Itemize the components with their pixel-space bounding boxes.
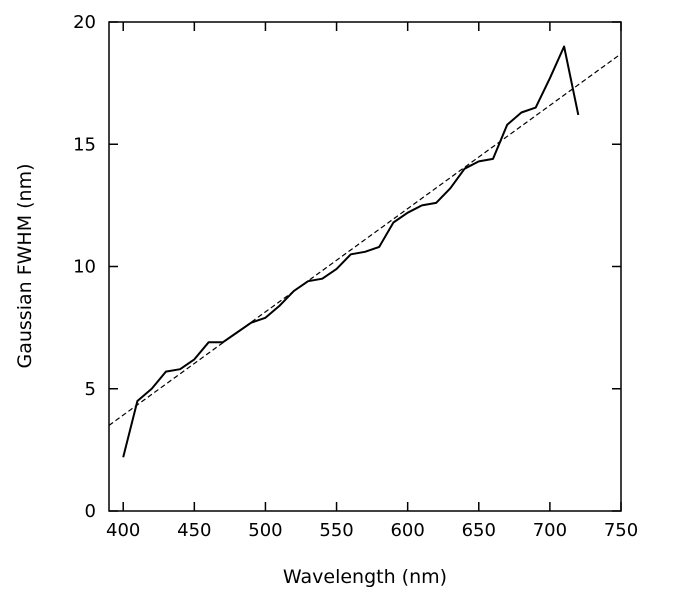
y-tick-label: 5 xyxy=(85,379,96,400)
y-tick-label: 0 xyxy=(85,501,96,522)
fwhm-line xyxy=(122,45,580,458)
y-tick-label: 20 xyxy=(73,12,96,33)
ticks: 400 450 500 550 600 650 700 750 0 5 10 15 20 xyxy=(73,12,638,541)
x-tick-label: 500 xyxy=(248,520,282,541)
plot-frame xyxy=(108,21,622,512)
x-tick-label: 450 xyxy=(177,520,211,541)
y-tick-label: 15 xyxy=(73,134,96,155)
x-axis-title: Wavelength (nm) xyxy=(283,566,447,588)
x-tick-label: 550 xyxy=(319,520,353,541)
y-axis-title: Gaussian FWHM (nm) xyxy=(14,163,36,368)
fit-line xyxy=(108,53,622,426)
x-tick-label: 600 xyxy=(390,520,424,541)
x-tick-label: 400 xyxy=(106,520,140,541)
y-tick-label: 10 xyxy=(73,257,96,278)
x-tick-label: 700 xyxy=(533,520,567,541)
x-tick-label: 750 xyxy=(604,520,638,541)
series-group xyxy=(108,45,622,458)
x-tick-label: 650 xyxy=(462,520,496,541)
